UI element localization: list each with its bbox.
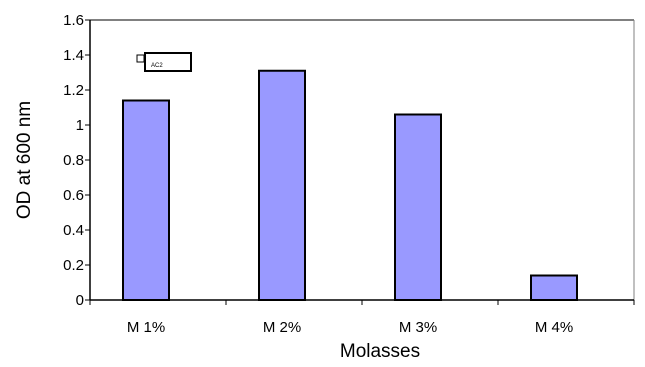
y-tick-label: 0.8 [63,152,84,169]
legend-label: AC2 [151,63,163,69]
y-tick-label: 0 [76,292,84,309]
y-tick-label: 1.6 [63,12,84,29]
legend-swatch [136,54,145,63]
x-tick-label: M 4% [535,319,573,336]
x-axis-ticks: M 1% M 2% M 3% M 4% [89,300,635,336]
y-tick-label: 0.6 [63,187,84,204]
y-tick-label: 0.4 [63,222,84,239]
x-tick-label: M 2% [263,319,301,336]
y-tick-label: 1.2 [63,82,84,99]
bar-series [122,69,578,301]
x-axis-title: Molasses [340,341,420,362]
bar-3 [394,113,442,301]
bar-1 [122,99,170,301]
y-axis-ticks: 0 0.2 0.4 0.6 0.8 1 1.2 1.4 1.6 [63,12,90,309]
bar-2 [258,69,306,301]
legend-box [144,52,192,72]
y-tick-label: 0.2 [63,257,84,274]
y-tick-label: 1.4 [63,47,84,64]
x-tick-label: M 3% [399,319,437,336]
legend: AC2 [136,52,192,72]
y-tick-label: 1 [76,117,84,134]
y-axis-title: OD at 600 nm [14,101,35,219]
x-tick-label: M 1% [127,319,165,336]
bar-4 [530,274,578,301]
